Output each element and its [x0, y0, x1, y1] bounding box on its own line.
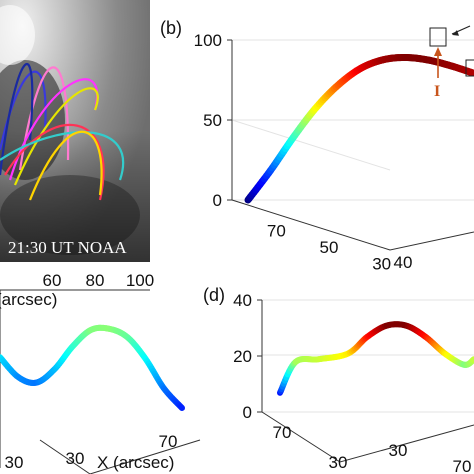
panel-b-front-tick-label: 70	[267, 221, 286, 240]
panel-d-z-tick-label: 40	[233, 291, 252, 310]
panel-c-top-tick-label: 60	[43, 271, 62, 290]
field-line-trace	[13, 87, 99, 186]
panel-d-right-tick-label: 30	[389, 441, 408, 460]
field-lines	[0, 63, 125, 201]
panel-d-ticks: 0 20 40 70 30 30 70	[233, 291, 471, 474]
panel-c-xlabel: X (arcsec)	[97, 453, 174, 472]
panel-b-ticks: 0 50 100 70 50 30 40	[194, 31, 413, 274]
panel-b-field-line	[244, 54, 474, 204]
panel-b-front-tick-label: 50	[320, 238, 339, 257]
panel-b-front-tick-label: 30	[372, 255, 391, 274]
field-line-trace	[0, 63, 34, 176]
panel-d-right-tick-label: 70	[453, 457, 472, 474]
panel-a-image: 21:30 UT NOAA	[0, 0, 150, 262]
panel-d-backwall-grid	[262, 299, 474, 413]
annotation-box-2	[465, 59, 474, 77]
panel-b-z-tick-label: 50	[203, 111, 222, 130]
panel-d-field-line	[277, 321, 474, 396]
panel-d-z-tick-label: 20	[233, 347, 252, 366]
panel-d-z-tick-label: 0	[243, 403, 252, 422]
panel-c-bottom-axes	[39, 439, 201, 474]
panel-b-z-tick-label: 0	[213, 191, 222, 210]
field-line-trace	[0, 131, 125, 181]
panel-d-chart: (d) 0 20 40 70 30 30 70	[203, 285, 474, 474]
panel-c-chart: 60 80 100 (arcsec) 70 30 30 X (arcsec)	[0, 271, 201, 474]
panel-c-field-line	[0, 324, 185, 411]
panel-a-caption: 21:30 UT NOAA	[8, 238, 127, 257]
panel-c-bottom-left-tick-label: 30	[5, 453, 24, 472]
field-line-trace	[4, 123, 105, 201]
field-line-trace	[28, 130, 103, 201]
panel-b-chart: (b) 0 50 100 70 50 30 40 I	[160, 18, 474, 274]
annotation-box-1	[429, 27, 447, 47]
panel-c-ticks: 60 80 100 (arcsec) 70 30 30 X (arcsec)	[0, 271, 177, 472]
panel-b-label: (b)	[160, 18, 182, 38]
panel-b-right-tick-label: 40	[394, 253, 413, 272]
panel-c-top-tick-label: 100	[126, 271, 154, 290]
panel-d-front-tick-label: 30	[329, 453, 348, 472]
field-line-trace	[18, 66, 70, 171]
panel-c-bottom-tick-label: 30	[66, 449, 85, 468]
panel-b-z-tick-label: 100	[194, 31, 222, 50]
annotation-I: I	[434, 83, 440, 100]
panel-c-curve-segment	[178, 404, 185, 411]
panel-d-axes	[261, 300, 474, 463]
annotation-arrowhead-black	[452, 30, 460, 36]
panel-d-label: (d)	[203, 285, 225, 305]
panel-c-ylabel: (arcsec)	[0, 290, 57, 309]
panel-c-top-tick-label: 80	[86, 271, 105, 290]
panel-c-bottom-tick-label: 70	[159, 432, 178, 451]
panel-d-front-tick-label: 70	[273, 423, 292, 442]
annotation-arrowhead-orange	[434, 47, 442, 56]
image-shading	[0, 0, 150, 262]
